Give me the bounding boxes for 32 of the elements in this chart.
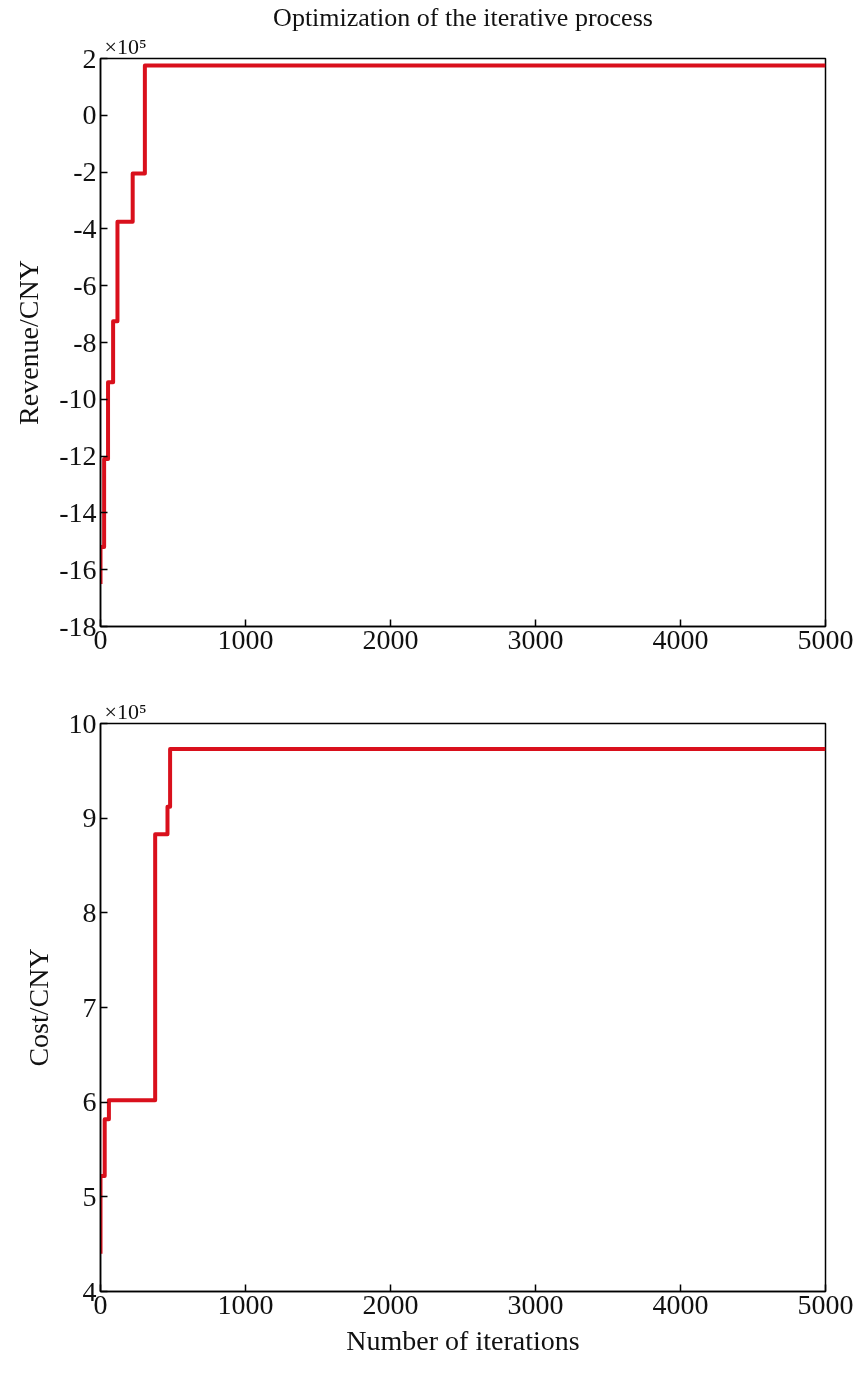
- y-tick-label: 7: [82, 991, 97, 1023]
- x-tick-label: 4000: [652, 623, 709, 655]
- x-tick-label: 2000: [362, 1288, 419, 1320]
- y-tick-label: -10: [59, 383, 97, 415]
- y-tick-label: 9: [82, 802, 97, 834]
- y-tick-label: 2: [82, 42, 97, 74]
- x-axis-title: Number of iterations: [346, 1324, 580, 1356]
- y-tick-label: -16: [59, 553, 97, 585]
- y-axis-title: Cost/CNY: [22, 948, 54, 1067]
- y-tick-label: -4: [73, 212, 97, 244]
- x-tick-label: 3000: [507, 623, 564, 655]
- x-tick-label: 2000: [362, 623, 419, 655]
- y-axis-title: Revenue/CNY: [13, 260, 45, 425]
- y-tick-label: 10: [68, 707, 97, 739]
- x-tick-label: 1000: [217, 1288, 274, 1320]
- y-tick-label: -8: [73, 326, 97, 358]
- x-tick-label: 3000: [507, 1288, 564, 1320]
- x-tick-label: 5000: [797, 623, 854, 655]
- x-tick-label: 5000: [797, 1288, 854, 1320]
- chart-title: Optimization of the iterative process: [273, 2, 653, 32]
- y-tick-label: -14: [59, 496, 97, 528]
- x-tick-label: 4000: [652, 1288, 709, 1320]
- y-tick-label: 5: [82, 1180, 97, 1212]
- y-tick-label: -12: [59, 440, 97, 472]
- y-tick-label: 0: [82, 99, 97, 131]
- y-tick-label: -6: [73, 269, 97, 301]
- x-tick-label: 1000: [217, 623, 274, 655]
- text: ×10⁵: [104, 33, 147, 59]
- y-tick-label: 8: [82, 896, 97, 928]
- y-tick-label: 6: [82, 1086, 97, 1118]
- y-tick-label: -2: [73, 156, 97, 188]
- text: ×10⁵: [104, 698, 147, 724]
